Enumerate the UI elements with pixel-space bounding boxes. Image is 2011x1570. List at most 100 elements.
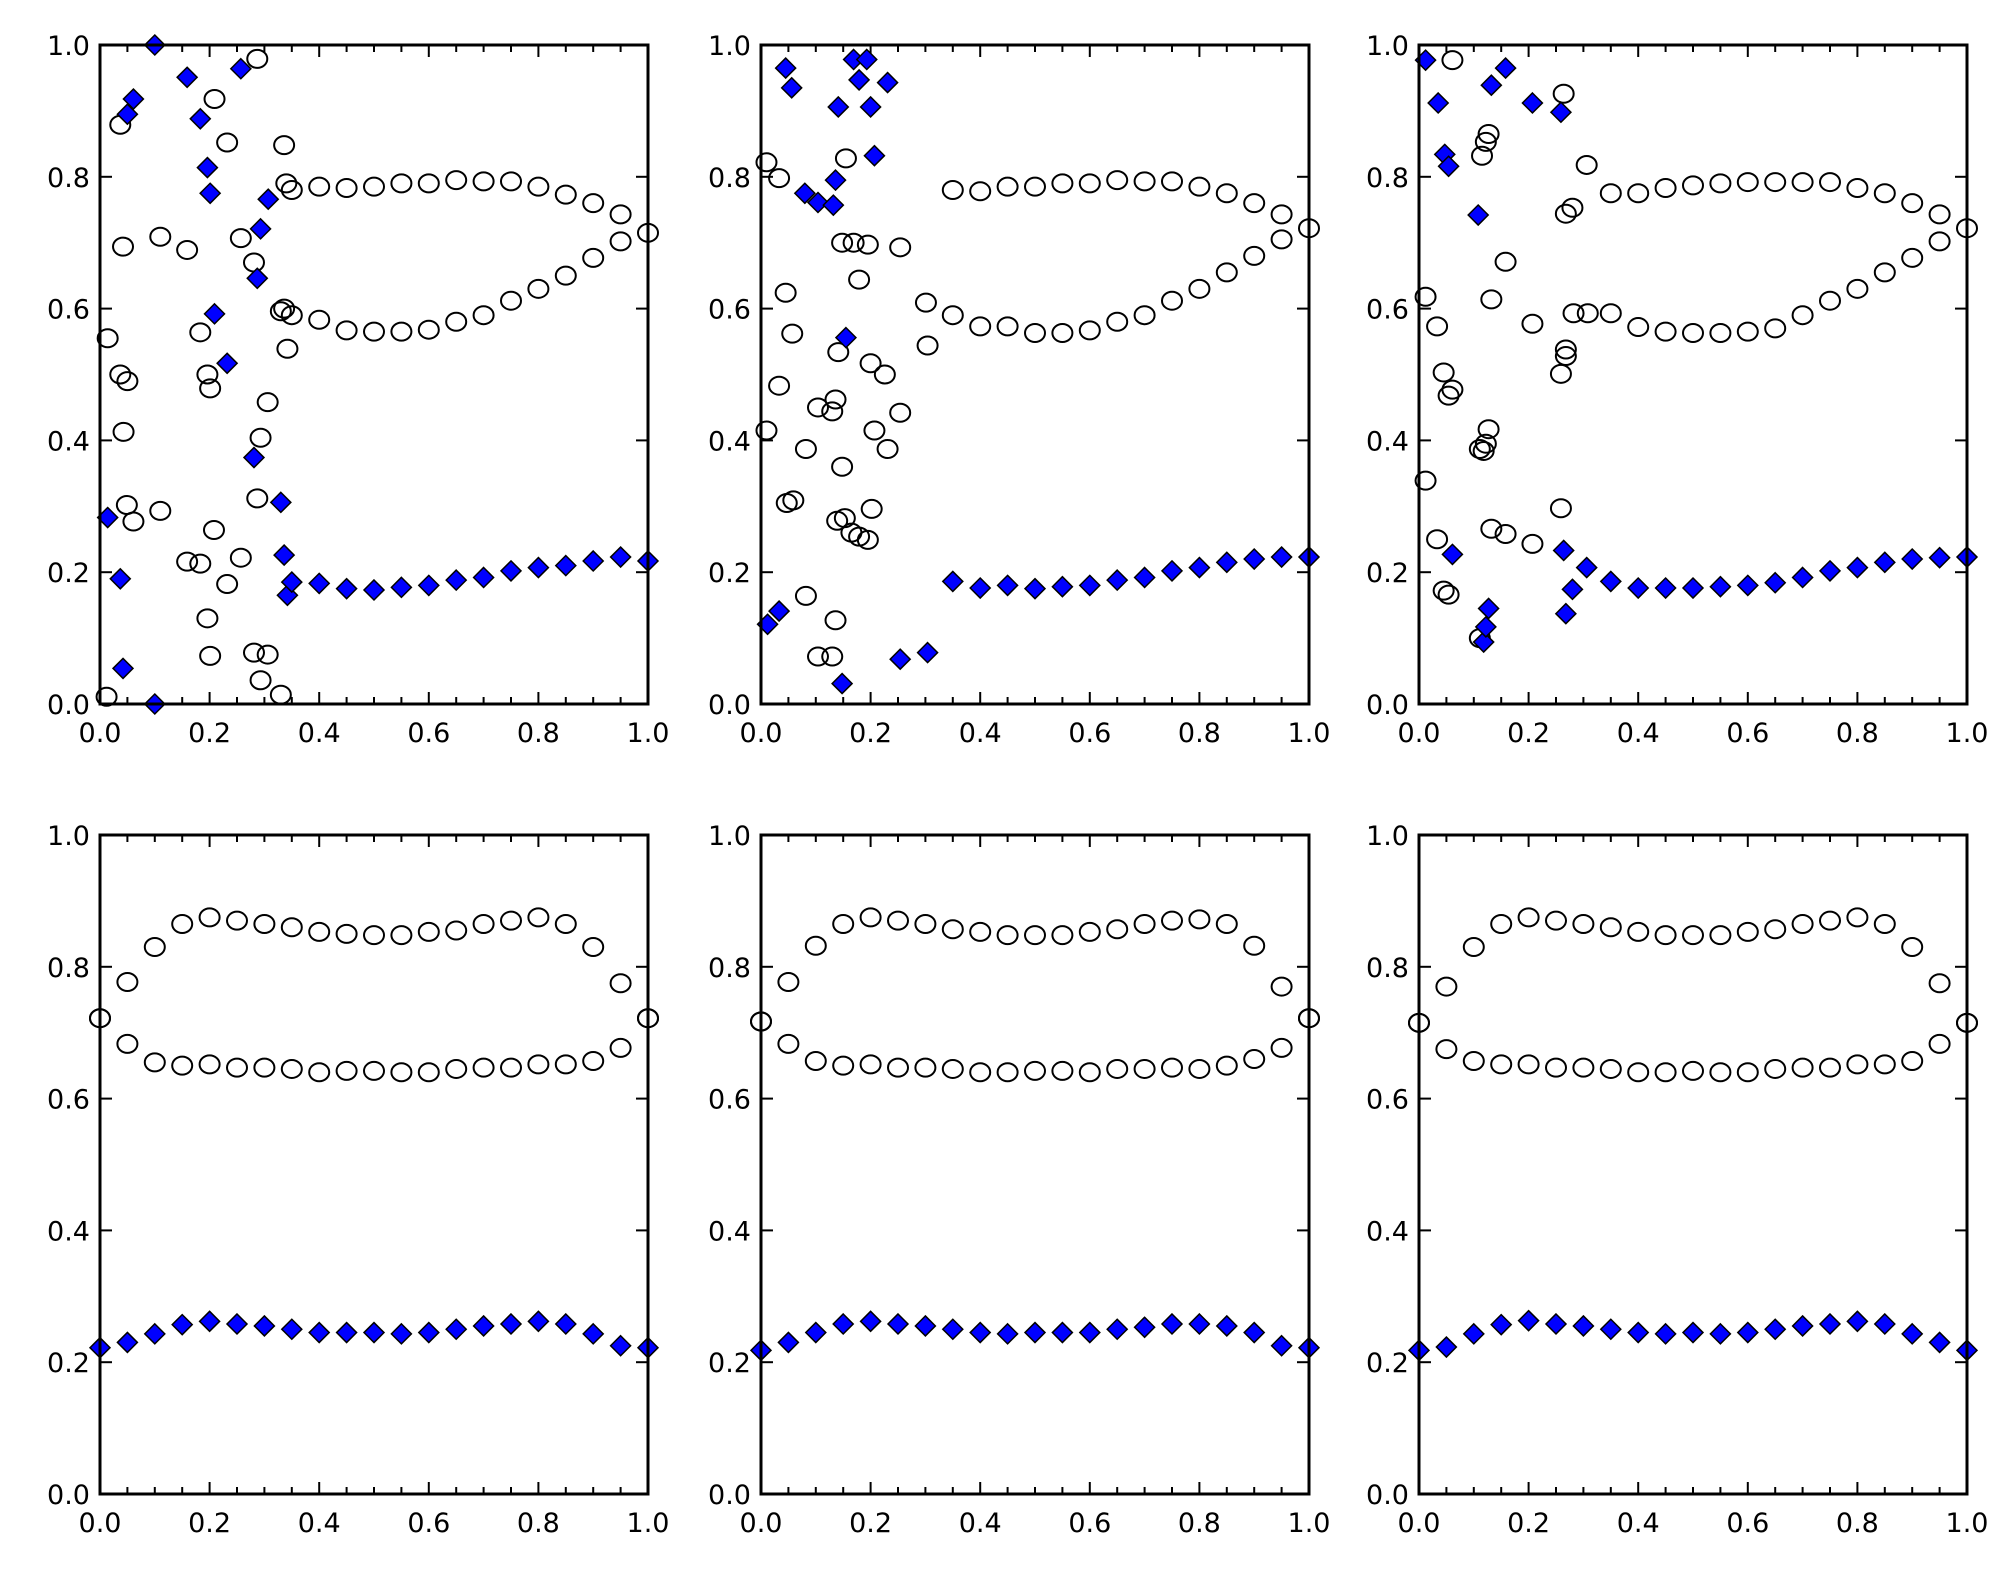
circle-point	[1270, 976, 1293, 997]
data-points	[1414, 49, 1979, 654]
circle-point	[1517, 907, 1540, 928]
diamond-point	[1554, 602, 1577, 625]
x-tick-label: 0.6	[1726, 718, 1769, 749]
circle-point	[554, 184, 577, 205]
diamond-point	[774, 57, 797, 80]
diamond-point	[143, 1322, 166, 1345]
circle-point	[472, 913, 495, 934]
circle-point	[1599, 303, 1622, 324]
diamond-point	[1472, 630, 1495, 654]
circle-point	[1188, 909, 1211, 930]
diamond-point	[242, 446, 266, 469]
x-tick-label: 0.2	[849, 1508, 892, 1539]
y-tick-label: 0.4	[708, 1216, 751, 1247]
circle-point	[226, 910, 248, 931]
diamond-point	[1928, 546, 1951, 569]
diamond-point	[1467, 203, 1490, 227]
y-tick-label: 0.4	[1366, 426, 1409, 457]
circle-point	[1161, 171, 1183, 192]
circle-point	[229, 228, 252, 249]
circle-point	[1133, 1058, 1156, 1079]
circle-point	[363, 1060, 385, 1081]
circle-point	[1846, 1054, 1869, 1075]
diamond-point	[1270, 1334, 1293, 1357]
diamond-point	[527, 556, 550, 579]
diamond-point	[216, 352, 239, 375]
circle-point	[821, 646, 844, 667]
subplot-bottom-left: 0.0 0.2 0.4 0.6 0.8 1.0 0.0 0.2 0.4 0.6 0.8 1.0	[47, 821, 669, 1539]
y-tick-label: 1.0	[47, 31, 90, 62]
x-tick-label: 0.8	[1836, 718, 1879, 749]
y-tick-label: 0.0	[1366, 1480, 1409, 1511]
diamond-point	[1764, 1318, 1787, 1341]
circle-point	[1764, 1058, 1787, 1079]
circle-point	[1414, 470, 1437, 491]
diamond-point	[472, 1314, 495, 1338]
y-tick-label: 0.4	[1366, 1216, 1409, 1247]
circle-point	[609, 973, 632, 994]
diamond-point	[308, 572, 331, 595]
circle-point	[1901, 937, 1924, 958]
circle-point	[832, 913, 855, 934]
circle-point	[1846, 178, 1869, 199]
circle-point	[253, 913, 276, 934]
diamond-point	[1462, 1322, 1485, 1345]
circle-point	[856, 529, 879, 550]
circle-point	[199, 645, 222, 666]
diamond-point	[1437, 155, 1460, 178]
diamond-point	[582, 1322, 605, 1345]
diamond-point	[1818, 1312, 1842, 1336]
diamond-point	[1427, 91, 1450, 115]
circle-point	[848, 269, 871, 290]
diamond-point	[225, 1312, 249, 1336]
circle-point	[1627, 317, 1650, 338]
diamond-point	[189, 107, 212, 130]
diamond-point	[257, 188, 280, 211]
diamond-point	[1544, 1312, 1568, 1336]
circle-point	[1736, 921, 1759, 942]
circle-point	[1243, 935, 1266, 956]
circle-point	[1078, 320, 1101, 341]
circle-point	[1545, 910, 1567, 931]
circle-point	[445, 311, 468, 332]
circle-point	[308, 921, 331, 942]
circle-point	[554, 913, 577, 934]
circle-point	[472, 171, 495, 192]
circle-point	[527, 176, 550, 197]
diamond-point	[273, 544, 296, 567]
circle-point	[1928, 973, 1951, 994]
diamond-point	[1188, 1312, 1211, 1336]
circle-point	[941, 919, 964, 940]
diamond-point	[1160, 559, 1184, 582]
diamond-point	[246, 267, 269, 290]
diamond-point	[941, 570, 964, 593]
circle-point	[1133, 913, 1156, 934]
y-tick-label: 0.6	[1366, 295, 1409, 326]
circle-point	[1682, 322, 1704, 343]
diamond-point	[1023, 577, 1047, 600]
diamond-point	[554, 1312, 577, 1336]
circle-point	[1426, 529, 1449, 550]
diamond-point	[804, 1321, 827, 1344]
x-tick-label: 0.0	[79, 718, 122, 749]
circle-point	[256, 644, 279, 665]
x-tick-label: 0.6	[407, 718, 450, 749]
diamond-point	[1490, 1313, 1513, 1336]
circle-point	[275, 173, 298, 194]
y-tick-label: 1.0	[708, 31, 751, 62]
circle-point	[1873, 913, 1896, 934]
subplot-bottom-middle: 0.0 0.2 0.4 0.6 0.8 1.0 0.0 0.2 0.4 0.6 0.8 1.0	[708, 821, 1330, 1539]
circle-point	[143, 937, 166, 958]
y-tick-label: 0.2	[1366, 1348, 1409, 1379]
y-tick-label: 0.8	[1366, 953, 1409, 984]
x-tick-label: 0.8	[1178, 1508, 1221, 1539]
x-tick-label: 1.0	[1288, 1508, 1331, 1539]
circle-point	[242, 252, 265, 273]
circle-point	[417, 921, 440, 942]
diamond-point	[1709, 575, 1732, 598]
circle-point	[969, 921, 992, 942]
circle-point	[1490, 913, 1513, 934]
circle-point	[860, 498, 883, 519]
diamond-point	[1901, 1322, 1924, 1345]
circle-point	[1432, 580, 1455, 601]
